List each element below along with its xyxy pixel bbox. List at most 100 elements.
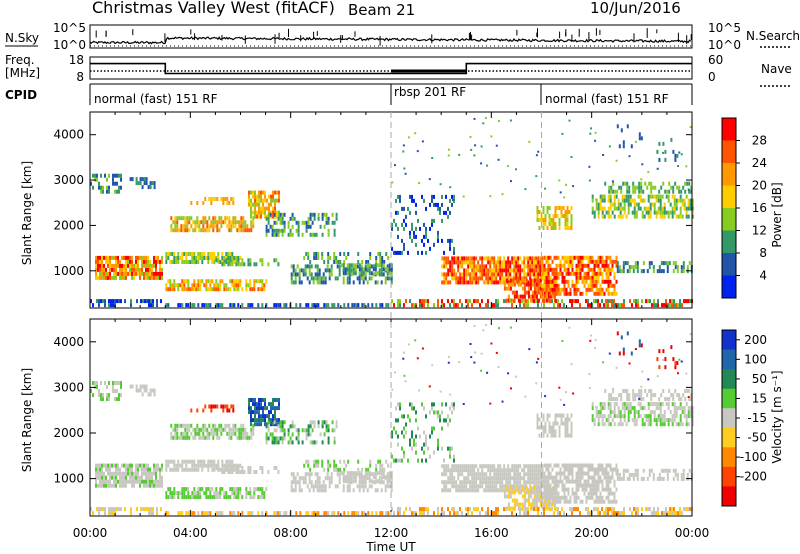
power-cell: [324, 276, 327, 281]
velocity-cell: [298, 484, 301, 489]
power-cell: [675, 206, 678, 211]
power-cell: [287, 232, 290, 237]
power-cell: [650, 261, 653, 266]
power-cell: [689, 206, 692, 211]
power-cell: [322, 280, 325, 285]
power-cell: [242, 228, 245, 233]
velocity-cell: [479, 480, 482, 485]
velocity-cell: [543, 479, 546, 484]
velocity-cell: [643, 406, 646, 411]
velocity-cell: [673, 402, 676, 407]
velocity-cell: [634, 468, 637, 473]
power-cell: [358, 280, 361, 285]
power-cell: [270, 210, 272, 215]
velocity-cell: [679, 418, 682, 423]
velocity-cell: [242, 435, 245, 440]
power-cell: [570, 226, 573, 230]
power-cell: [95, 267, 97, 272]
velocity-cell: [552, 421, 555, 426]
power-cell: [243, 262, 246, 267]
power-cell: [366, 268, 369, 273]
power-cell: [569, 259, 572, 264]
velocity-cell: [461, 464, 464, 469]
velocity-cell: [193, 511, 196, 516]
velocity-cell: [495, 472, 498, 477]
power-cell: [471, 272, 474, 277]
power-cell: [593, 271, 596, 276]
power-cell: [653, 303, 655, 308]
power-cell: [283, 303, 286, 308]
power-cell: [599, 259, 602, 264]
power-cell: [575, 291, 578, 296]
power-cell: [561, 275, 564, 280]
velocity-cell: [221, 463, 224, 468]
power-cell: [519, 264, 522, 269]
power-cell: [115, 267, 117, 272]
velocity-cell: [653, 418, 656, 423]
power-cell: [384, 276, 387, 281]
velocity-cell: [273, 466, 276, 470]
power-cell: [621, 198, 624, 203]
power-cell: [548, 206, 551, 210]
power-cell: [688, 189, 691, 194]
velocity-cell: [672, 468, 675, 473]
velocity-cell: [390, 488, 393, 493]
velocity-cell: [515, 472, 518, 477]
power-cell: [630, 265, 633, 270]
power-cell: [395, 250, 397, 255]
power-cell: [125, 255, 127, 260]
velocity-cell: [623, 410, 626, 415]
power-cell: [336, 264, 339, 269]
velocity-cell: [421, 458, 423, 463]
power-cell: [609, 202, 612, 207]
velocity-cell: [232, 431, 235, 436]
velocity-cell: [353, 511, 356, 516]
power-cell: [613, 259, 616, 264]
velocity-cell: [191, 495, 194, 500]
power-cell: [375, 256, 378, 260]
power-cell: [170, 216, 173, 221]
power-cell: [325, 216, 328, 221]
power-cell: [382, 272, 385, 277]
power-cell: [441, 303, 443, 308]
velocity-cell: [411, 434, 413, 439]
power-cell: [461, 256, 464, 261]
power-cell: [109, 275, 111, 280]
velocity-cell: [652, 476, 655, 481]
velocity-cell: [471, 464, 474, 469]
power-cell: [304, 264, 307, 269]
power-cell: [431, 198, 433, 203]
velocity-cell: [676, 476, 679, 481]
velocity-cell: [467, 472, 470, 477]
velocity-cell: [567, 499, 570, 504]
power-cell: [395, 198, 397, 203]
velocity-cell: [109, 463, 111, 468]
velocity-cell: [589, 487, 592, 492]
power-cell: [179, 256, 182, 260]
velocity-cell: [169, 459, 172, 464]
velocity-cell: [348, 471, 351, 476]
power-cell: [390, 276, 393, 281]
power-cell: [278, 198, 280, 203]
velocity-cell: [343, 459, 346, 464]
velocity-cell: [663, 410, 666, 415]
power-cell: [674, 157, 677, 162]
power-cell: [119, 259, 121, 264]
power-cell: [304, 272, 307, 277]
power-cell: [599, 291, 602, 296]
velocity-cell: [552, 429, 555, 434]
velocity-cell: [107, 467, 109, 472]
power-cell: [118, 173, 120, 178]
velocity-cell: [641, 406, 644, 411]
velocity-cell: [463, 484, 466, 489]
power-cell: [648, 265, 651, 270]
velocity-cell: [107, 483, 109, 488]
velocity-cell: [161, 475, 163, 480]
power-cell: [563, 259, 566, 264]
velocity-cell: [415, 418, 417, 423]
velocity-cell: [457, 472, 460, 477]
power-cell: [469, 260, 472, 265]
velocity-cell: [279, 424, 282, 429]
velocity-cell: [123, 479, 125, 484]
velocity-cell: [443, 488, 446, 493]
